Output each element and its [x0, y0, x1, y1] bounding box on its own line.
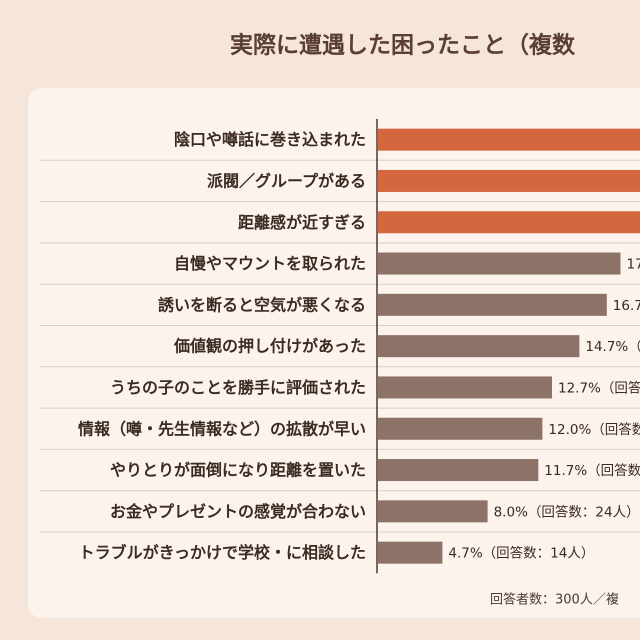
category-label: 情報（噂・先生情報など）の拡散が早い — [78, 419, 366, 438]
value-label: 4.7%（回答数：14人） — [448, 545, 594, 562]
value-label: 8.0%（回答数：24人） — [494, 503, 640, 520]
bar — [378, 211, 640, 234]
value-label: 16.7%（回答数：50人） — [613, 297, 640, 314]
value-label: 12.0%（回答数：36人） — [548, 421, 640, 438]
bar — [378, 335, 580, 358]
category-label: 価値観の押し付けがあった — [173, 337, 366, 356]
bar — [378, 459, 539, 482]
category-label: 誘いを断ると空気が悪くなる — [158, 295, 366, 314]
value-label: 11.7%（回答数：35人） — [544, 462, 640, 479]
chart-title: 実際に遭遇した困ったこと（複数 — [230, 32, 576, 59]
bar — [378, 500, 488, 523]
bar — [378, 293, 607, 316]
bar — [378, 541, 443, 564]
category-label: 自慢やマウントを取られた — [174, 254, 366, 273]
bar — [378, 128, 640, 151]
value-label: 14.7%（回答数：44人） — [585, 338, 640, 355]
category-label: 距離感が近すぎる — [238, 213, 366, 232]
category-label: やりとりが面倒になり距離を置いた — [110, 461, 366, 480]
bar — [378, 252, 621, 275]
value-label: 12.7%（回答数：38人） — [558, 379, 640, 396]
category-label: 陰口や噂話に巻き込まれた — [174, 130, 366, 149]
footnote: 回答者数：300人／複 — [490, 592, 619, 608]
category-label: お金やプレゼントの感覚が合わない — [110, 502, 366, 521]
category-label: うちの子のことを勝手に評価された — [110, 378, 366, 397]
bar — [378, 417, 543, 440]
bar — [378, 376, 552, 399]
category-label: 派閥／グループがある — [207, 171, 366, 190]
bar — [378, 169, 640, 192]
value-label: 17.7%（回答数：53人） — [626, 256, 640, 273]
category-label: トラブルがきっかけで学校・に相談した — [79, 543, 366, 562]
